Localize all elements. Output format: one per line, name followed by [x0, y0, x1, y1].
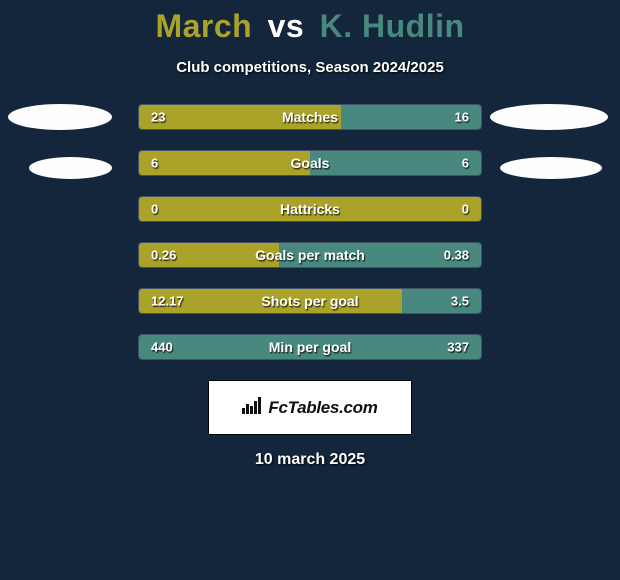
right-bar [402, 289, 481, 313]
decorative-ellipse [500, 157, 602, 179]
decorative-ellipse [8, 104, 112, 130]
left-bar [139, 105, 341, 129]
left-bar [139, 197, 481, 221]
logo-text: FcTables.com [268, 398, 377, 418]
left-bar [139, 243, 279, 267]
right-bar [341, 105, 481, 129]
date-label: 10 march 2025 [0, 451, 620, 469]
right-bar [139, 335, 481, 359]
right-bar [310, 151, 481, 175]
stat-row: 23Matches16 [138, 104, 482, 130]
left-bar [139, 151, 310, 175]
right-bar [279, 243, 481, 267]
stat-row: 0Hattricks0 [138, 196, 482, 222]
player2-name: K. Hudlin [320, 8, 465, 44]
stat-row: 6Goals6 [138, 150, 482, 176]
chart-area: 23Matches16 6Goals6 0Hattricks0 0.26Goals p… [0, 104, 620, 360]
stat-row: 12.17Shots per goal3.5 [138, 288, 482, 314]
comparison-title: March vs K. Hudlin [0, 0, 620, 45]
stat-row: 0.26Goals per match0.38 [138, 242, 482, 268]
left-bar [139, 289, 402, 313]
stat-row: 440Min per goal337 [138, 334, 482, 360]
decorative-ellipse [29, 157, 112, 179]
logo-box: FcTables.com [208, 380, 412, 435]
decorative-ellipse [490, 104, 608, 130]
player1-name: March [155, 8, 252, 44]
subtitle: Club competitions, Season 2024/2025 [0, 59, 620, 76]
bars-icon [242, 396, 264, 419]
vs-label: vs [268, 8, 305, 44]
